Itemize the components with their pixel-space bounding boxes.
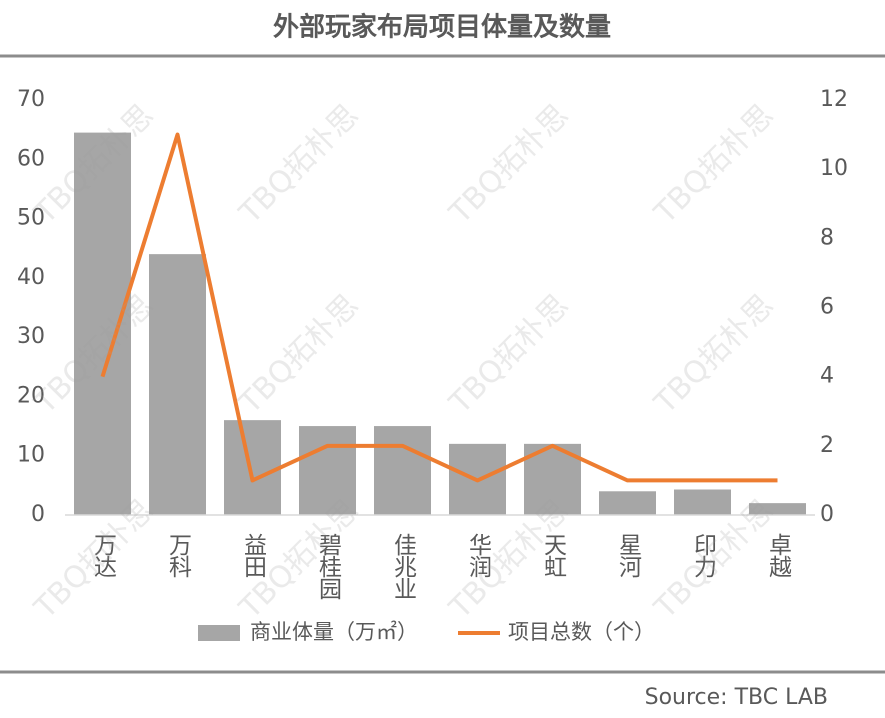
- x-tick-label: 万科: [165, 533, 193, 578]
- bar: [224, 420, 281, 515]
- y-tick-label: 10: [17, 443, 45, 468]
- line: [100, 132, 778, 483]
- y-tick-label: 30: [17, 324, 45, 349]
- y-tick-label: 50: [17, 206, 45, 231]
- bar: [74, 132, 131, 515]
- bar: [599, 491, 656, 515]
- x-tick-label: 华润: [465, 533, 493, 578]
- x-tick-label: 卓越: [765, 533, 793, 578]
- y2-tick-label: 2: [820, 433, 834, 458]
- x-tick-label: 印力: [690, 533, 717, 578]
- bar: [674, 489, 731, 515]
- x-tick-label: 益田: [240, 533, 267, 578]
- bar: [374, 426, 431, 515]
- y-tick-label: 70: [17, 87, 45, 112]
- legend-swatch: [198, 625, 240, 641]
- chart-title: 外部玩家布局项目体量及数量: [273, 12, 611, 43]
- y2-tick-label: 4: [820, 364, 834, 389]
- y-tick-label: 40: [17, 265, 45, 290]
- y-tick-label: 20: [17, 383, 45, 408]
- y-tick-label: 60: [17, 146, 45, 171]
- watermark: TBQ拓朴思: [442, 98, 575, 231]
- watermark: TBQ拓朴思: [232, 288, 365, 421]
- x-tick-label: 星河: [615, 533, 643, 578]
- y2-tick-label: 6: [820, 295, 834, 320]
- x-tick-label: 万达: [90, 533, 118, 578]
- watermark: TBQ拓朴思: [232, 98, 365, 231]
- y2-tick-label: 12: [820, 87, 848, 112]
- watermark: TBQ拓朴思: [647, 288, 780, 421]
- x-tick-label: 佳兆业: [390, 533, 418, 599]
- y2-tick-label: 8: [820, 225, 834, 250]
- legend-label: 商业体量（万㎡）: [250, 620, 418, 644]
- y2-tick-label: 0: [820, 502, 834, 527]
- watermark: TBQ拓朴思: [647, 98, 780, 231]
- y2-tick-label: 10: [820, 156, 848, 181]
- bar: [299, 426, 356, 515]
- source: Source: TBC LAB: [645, 685, 828, 710]
- y-tick-label: 0: [31, 502, 45, 527]
- watermark: TBQ拓朴思: [442, 288, 575, 421]
- legend-label: 项目总数（个）: [508, 620, 655, 644]
- x-tick-label: 天虹: [540, 533, 568, 577]
- bar: [749, 503, 806, 515]
- bar: [149, 254, 206, 515]
- x-tick-label: 碧桂园: [315, 533, 343, 600]
